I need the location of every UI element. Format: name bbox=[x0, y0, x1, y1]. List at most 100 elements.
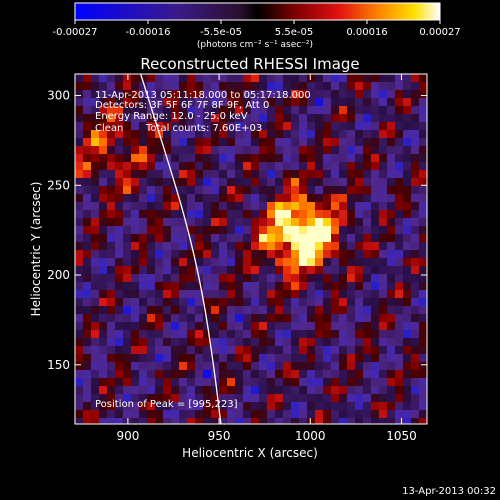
heatmap-cell bbox=[75, 338, 84, 347]
heatmap-cell bbox=[179, 202, 188, 211]
heatmap-cell bbox=[203, 394, 212, 403]
heatmap-cell bbox=[331, 82, 340, 91]
heatmap-cell bbox=[163, 346, 172, 355]
heatmap-cell bbox=[99, 114, 108, 123]
heatmap-cell bbox=[163, 370, 172, 379]
heatmap-cell bbox=[163, 386, 172, 395]
heatmap-cell bbox=[243, 106, 252, 115]
heatmap-cell bbox=[179, 314, 188, 323]
heatmap-cell bbox=[267, 338, 276, 347]
heatmap-cell bbox=[107, 218, 116, 227]
heatmap-cell bbox=[211, 418, 220, 424]
heatmap-cell bbox=[115, 322, 124, 331]
heatmap-cell bbox=[75, 218, 84, 227]
heatmap-cell bbox=[347, 170, 356, 179]
heatmap-cell bbox=[283, 418, 292, 424]
heatmap-cell bbox=[139, 202, 148, 211]
heatmap-cell bbox=[291, 362, 300, 371]
heatmap-cell bbox=[99, 346, 108, 355]
heatmap-cell bbox=[139, 266, 148, 275]
heatmap-cell bbox=[315, 274, 324, 283]
heatmap-cell bbox=[251, 306, 260, 315]
heatmap-cell bbox=[139, 394, 148, 403]
heatmap-cell bbox=[379, 298, 388, 307]
heatmap-cell bbox=[307, 138, 316, 147]
heatmap-cell bbox=[195, 386, 204, 395]
heatmap-cell bbox=[299, 122, 308, 131]
heatmap-cell bbox=[147, 90, 156, 99]
heatmap-cell bbox=[283, 90, 292, 99]
heatmap-cell bbox=[299, 402, 308, 411]
heatmap-cell bbox=[195, 202, 204, 211]
heatmap-cell bbox=[283, 362, 292, 371]
heatmap-cell bbox=[91, 274, 100, 283]
heatmap-cell bbox=[371, 194, 380, 203]
heatmap-cell bbox=[371, 226, 380, 235]
heatmap-cell bbox=[259, 210, 268, 219]
heatmap-cell bbox=[419, 322, 427, 331]
heatmap-cell bbox=[91, 282, 100, 291]
heatmap-cell bbox=[291, 410, 300, 419]
heatmap-cell bbox=[179, 178, 188, 187]
heatmap-cell bbox=[411, 202, 420, 211]
heatmap-cell bbox=[203, 218, 212, 227]
heatmap-cell bbox=[99, 354, 108, 363]
heatmap-cell bbox=[259, 362, 268, 371]
heatmap-cell bbox=[379, 106, 388, 115]
heatmap-cell bbox=[123, 274, 132, 283]
heatmap-cell bbox=[283, 242, 292, 251]
heatmap-cell bbox=[147, 186, 156, 195]
heatmap-cell bbox=[163, 402, 172, 411]
heatmap-cell bbox=[147, 370, 156, 379]
heatmap-cell bbox=[363, 418, 372, 424]
heatmap-cell bbox=[211, 194, 220, 203]
heatmap-cell bbox=[251, 170, 260, 179]
heatmap-cell bbox=[419, 98, 427, 107]
heatmap-cell bbox=[155, 362, 164, 371]
heatmap-cell bbox=[315, 130, 324, 139]
heatmap-cell bbox=[291, 274, 300, 283]
heatmap-cell bbox=[211, 122, 220, 131]
heatmap-cell bbox=[387, 290, 396, 299]
heatmap-cell bbox=[395, 338, 404, 347]
heatmap-cell bbox=[299, 98, 308, 107]
heatmap-cell bbox=[195, 362, 204, 371]
heatmap-cell bbox=[227, 130, 236, 139]
heatmap-cell bbox=[219, 274, 228, 283]
heatmap-cell bbox=[395, 346, 404, 355]
heatmap-cell bbox=[171, 146, 180, 155]
heatmap-cell bbox=[203, 82, 212, 91]
heatmap-cell bbox=[227, 82, 236, 91]
heatmap-cell bbox=[395, 282, 404, 291]
heatmap-cell bbox=[171, 378, 180, 387]
heatmap-cell bbox=[339, 322, 348, 331]
heatmap-cell bbox=[403, 122, 412, 131]
heatmap-cell bbox=[331, 218, 340, 227]
heatmap-cell bbox=[347, 410, 356, 419]
heatmap-cell bbox=[235, 170, 244, 179]
heatmap-cell bbox=[267, 370, 276, 379]
heatmap-cell bbox=[147, 130, 156, 139]
heatmap-cell bbox=[307, 362, 316, 371]
heatmap-cell bbox=[227, 362, 236, 371]
heatmap-cell bbox=[163, 106, 172, 115]
heatmap-cell bbox=[147, 234, 156, 243]
heatmap-cell bbox=[387, 386, 396, 395]
heatmap-cell bbox=[163, 202, 172, 211]
heatmap-cell bbox=[147, 82, 156, 91]
heatmap-cell bbox=[155, 122, 164, 131]
heatmap-cell bbox=[387, 282, 396, 291]
heatmap-cell bbox=[299, 170, 308, 179]
heatmap-cell bbox=[211, 106, 220, 115]
heatmap-cell bbox=[419, 154, 427, 163]
heatmap-cell bbox=[139, 314, 148, 323]
heatmap-cell bbox=[387, 202, 396, 211]
heatmap-cell bbox=[291, 130, 300, 139]
heatmap-cell bbox=[243, 162, 252, 171]
colorbar-ticks: -0.00027 -0.00016 -5.5e-05 5.5e-05 0.00016 0.… bbox=[53, 20, 461, 38]
heatmap-cell bbox=[323, 314, 332, 323]
heatmap-cell bbox=[267, 282, 276, 291]
heatmap-cell bbox=[323, 306, 332, 315]
heatmap-cell bbox=[403, 362, 412, 371]
heatmap-cell bbox=[379, 394, 388, 403]
